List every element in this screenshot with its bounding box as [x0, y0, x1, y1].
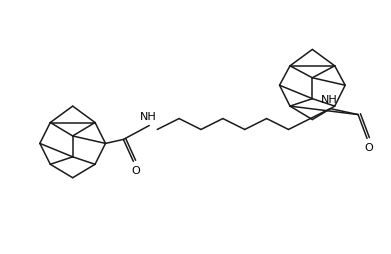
Text: NH: NH — [321, 94, 338, 104]
Text: O: O — [131, 166, 140, 176]
Text: NH: NH — [140, 111, 157, 121]
Text: O: O — [365, 143, 373, 153]
